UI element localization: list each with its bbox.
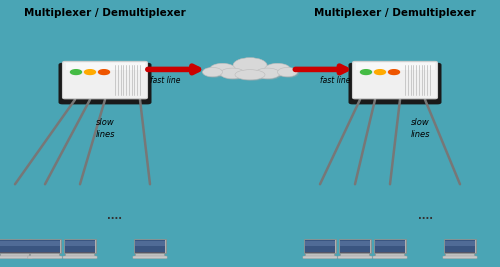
Ellipse shape: [235, 70, 265, 80]
Ellipse shape: [236, 71, 266, 81]
FancyBboxPatch shape: [30, 240, 60, 253]
FancyBboxPatch shape: [66, 63, 144, 70]
Ellipse shape: [233, 58, 267, 73]
FancyBboxPatch shape: [443, 256, 477, 259]
FancyBboxPatch shape: [305, 240, 335, 253]
Text: slow
lines: slow lines: [410, 118, 430, 139]
FancyBboxPatch shape: [306, 240, 334, 252]
Ellipse shape: [278, 67, 297, 77]
FancyBboxPatch shape: [62, 61, 148, 99]
Ellipse shape: [374, 70, 386, 74]
Ellipse shape: [98, 70, 110, 74]
FancyBboxPatch shape: [0, 240, 30, 253]
Ellipse shape: [264, 63, 290, 76]
Ellipse shape: [84, 70, 96, 74]
FancyBboxPatch shape: [376, 241, 404, 246]
FancyBboxPatch shape: [65, 240, 95, 253]
Text: ....: ....: [108, 211, 122, 221]
Text: slow
lines: slow lines: [95, 118, 115, 139]
FancyBboxPatch shape: [58, 63, 152, 104]
FancyBboxPatch shape: [375, 254, 405, 257]
FancyBboxPatch shape: [338, 256, 372, 259]
FancyBboxPatch shape: [64, 239, 96, 253]
Ellipse shape: [388, 70, 400, 74]
FancyBboxPatch shape: [303, 256, 337, 259]
FancyBboxPatch shape: [135, 240, 165, 253]
FancyBboxPatch shape: [373, 256, 407, 259]
FancyBboxPatch shape: [135, 254, 165, 257]
FancyBboxPatch shape: [356, 63, 434, 70]
FancyBboxPatch shape: [134, 239, 166, 253]
FancyBboxPatch shape: [445, 240, 475, 253]
FancyBboxPatch shape: [28, 256, 62, 259]
Ellipse shape: [70, 70, 82, 74]
FancyBboxPatch shape: [376, 240, 404, 252]
FancyBboxPatch shape: [446, 241, 474, 246]
FancyBboxPatch shape: [0, 239, 31, 253]
FancyBboxPatch shape: [304, 239, 336, 253]
Ellipse shape: [360, 70, 372, 74]
Ellipse shape: [202, 67, 222, 77]
FancyBboxPatch shape: [66, 241, 94, 246]
Text: fast line: fast line: [150, 76, 180, 85]
FancyBboxPatch shape: [352, 61, 438, 99]
FancyBboxPatch shape: [348, 63, 442, 104]
Ellipse shape: [222, 69, 246, 80]
FancyBboxPatch shape: [305, 254, 335, 257]
FancyBboxPatch shape: [374, 239, 406, 253]
Text: fast line: fast line: [320, 76, 350, 85]
FancyBboxPatch shape: [446, 240, 474, 252]
Text: ....: ....: [418, 211, 432, 221]
Ellipse shape: [256, 69, 281, 80]
FancyBboxPatch shape: [136, 240, 164, 252]
Text: Multiplexer / Demultiplexer: Multiplexer / Demultiplexer: [24, 8, 186, 18]
FancyBboxPatch shape: [133, 256, 167, 259]
Ellipse shape: [266, 64, 292, 77]
FancyBboxPatch shape: [306, 241, 334, 246]
Ellipse shape: [220, 68, 245, 79]
Ellipse shape: [210, 63, 236, 76]
FancyBboxPatch shape: [30, 254, 60, 257]
Text: Multiplexer / Demultiplexer: Multiplexer / Demultiplexer: [314, 8, 476, 18]
FancyBboxPatch shape: [0, 240, 29, 252]
FancyBboxPatch shape: [29, 239, 61, 253]
Ellipse shape: [255, 68, 280, 79]
Ellipse shape: [279, 68, 299, 78]
FancyBboxPatch shape: [63, 256, 97, 259]
FancyBboxPatch shape: [375, 240, 405, 253]
FancyBboxPatch shape: [30, 240, 60, 252]
FancyBboxPatch shape: [339, 239, 371, 253]
FancyBboxPatch shape: [340, 240, 370, 252]
FancyBboxPatch shape: [445, 254, 475, 257]
FancyBboxPatch shape: [340, 241, 370, 246]
FancyBboxPatch shape: [0, 241, 29, 246]
Ellipse shape: [211, 64, 237, 77]
FancyBboxPatch shape: [340, 254, 370, 257]
FancyBboxPatch shape: [65, 254, 95, 257]
FancyBboxPatch shape: [340, 240, 370, 253]
Ellipse shape: [204, 68, 224, 78]
FancyBboxPatch shape: [136, 241, 164, 246]
FancyBboxPatch shape: [444, 239, 476, 253]
FancyBboxPatch shape: [0, 254, 30, 257]
FancyBboxPatch shape: [66, 240, 94, 252]
Ellipse shape: [234, 59, 268, 74]
FancyBboxPatch shape: [0, 256, 32, 259]
FancyBboxPatch shape: [30, 241, 60, 246]
